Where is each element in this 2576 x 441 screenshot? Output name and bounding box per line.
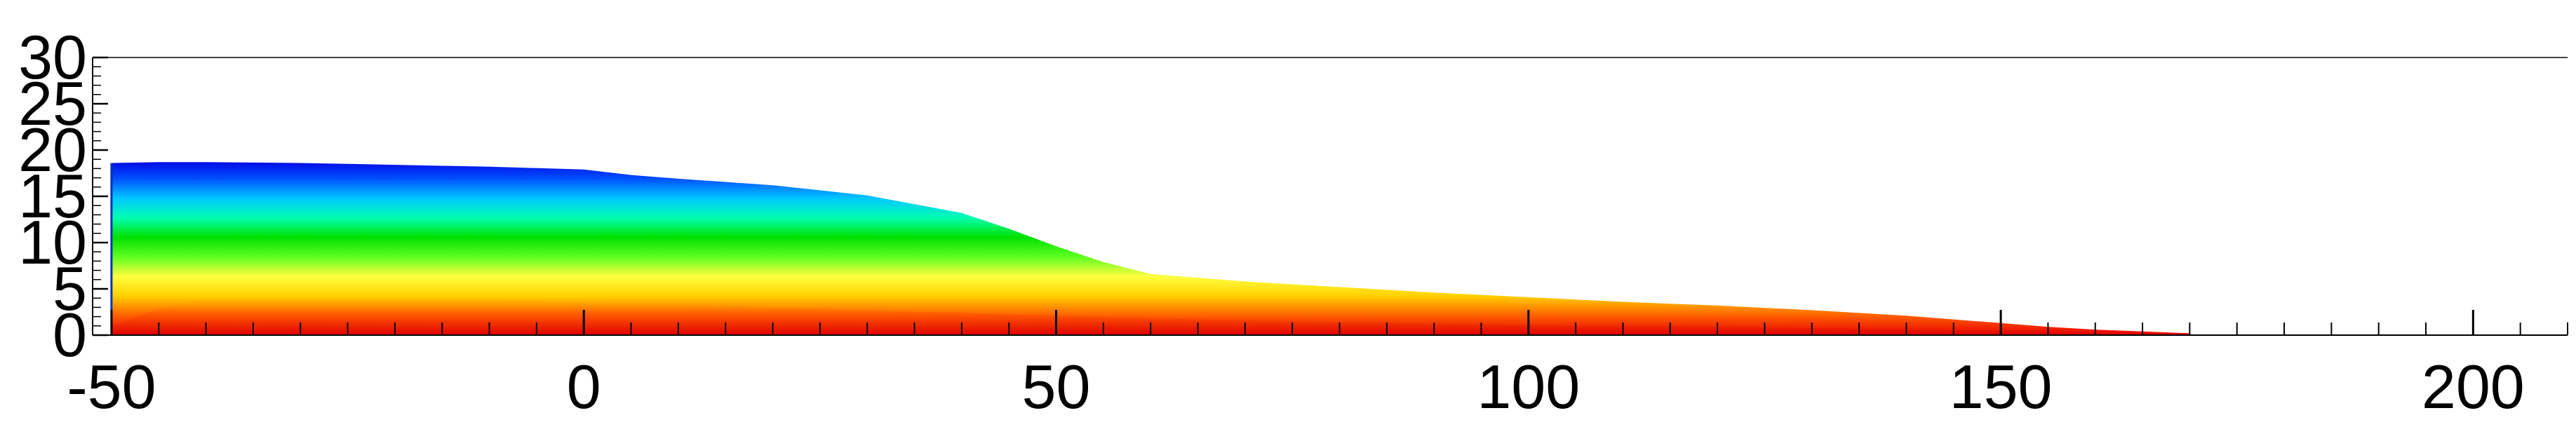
- x-tick-label: 100: [1477, 352, 1580, 421]
- y-tick-label: 30: [18, 22, 87, 92]
- y-tick-label: 0: [53, 300, 87, 369]
- x-tick-label: 200: [2422, 352, 2525, 421]
- x-tick-label: 50: [1022, 352, 1091, 421]
- x-tick-label: 150: [1950, 352, 2053, 421]
- y-tick-label: 5: [53, 254, 87, 323]
- y-tick-label: 10: [18, 208, 87, 277]
- y-tick-label: 20: [18, 115, 87, 184]
- x-tick-label: -50: [67, 352, 156, 421]
- y-tick-label: 25: [18, 69, 87, 138]
- y-tick-label: 15: [18, 161, 87, 231]
- x-tick-label: 0: [567, 352, 601, 421]
- field-region: [111, 162, 2190, 335]
- plot-area: [110, 162, 2190, 335]
